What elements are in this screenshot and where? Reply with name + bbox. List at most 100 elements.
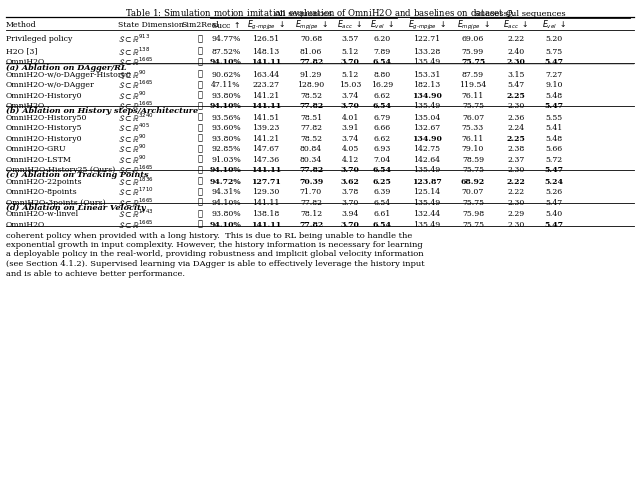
Text: $E_{mpjpe}$ $\downarrow$: $E_{mpjpe}$ $\downarrow$: [456, 19, 490, 32]
Text: 94.77%: 94.77%: [211, 35, 241, 43]
Text: 47.11%: 47.11%: [211, 81, 241, 89]
Text: 77.82: 77.82: [299, 58, 323, 66]
Text: 6.54: 6.54: [372, 58, 392, 66]
Text: ✓: ✓: [197, 134, 203, 142]
Text: 87.52%: 87.52%: [211, 47, 241, 55]
Text: 2.36: 2.36: [508, 113, 525, 121]
Text: $\mathcal{S} \subset \mathbb{R}^{1665}$: $\mathcal{S} \subset \mathbb{R}^{1665}$: [118, 218, 154, 231]
Text: 75.33: 75.33: [462, 124, 484, 132]
Text: $\mathcal{S} \subset \mathbb{R}^{3240}$: $\mathcal{S} \subset \mathbb{R}^{3240}$: [118, 111, 154, 124]
Text: 4.05: 4.05: [341, 145, 358, 153]
Text: 125.14: 125.14: [413, 188, 440, 196]
Text: $\mathcal{S} \subset \mathbb{R}^{405}$: $\mathcal{S} \subset \mathbb{R}^{405}$: [118, 122, 150, 134]
Text: $E_{vel}$ $\downarrow$: $E_{vel}$ $\downarrow$: [542, 19, 566, 31]
Text: 5.41: 5.41: [545, 124, 563, 132]
Text: 94.10%: 94.10%: [210, 58, 242, 66]
Text: 77.82: 77.82: [300, 198, 322, 206]
Text: 134.90: 134.90: [412, 91, 442, 99]
Text: $\mathcal{S} \subset \mathbb{R}^{1665}$: $\mathcal{S} \subset \mathbb{R}^{1665}$: [118, 164, 154, 176]
Text: 141.11: 141.11: [251, 102, 281, 110]
Text: 5.47: 5.47: [545, 166, 563, 174]
Text: 141.11: 141.11: [252, 198, 280, 206]
Text: 5.24: 5.24: [545, 177, 563, 185]
Text: 5.20: 5.20: [545, 35, 563, 43]
Text: $E_{\mathit{g}\text{-}mpjpe}$ $\downarrow$: $E_{\mathit{g}\text{-}mpjpe}$ $\downarro…: [247, 19, 285, 32]
Text: $\mathcal{S} \subset \mathbb{R}^{138}$: $\mathcal{S} \subset \mathbb{R}^{138}$: [118, 45, 150, 58]
Text: 5.48: 5.48: [545, 91, 563, 99]
Text: ✗: ✗: [197, 70, 203, 78]
Text: 93.60%: 93.60%: [211, 124, 241, 132]
Text: 94.10%: 94.10%: [210, 166, 242, 174]
Text: 2.25: 2.25: [507, 134, 525, 142]
Text: 5.12: 5.12: [341, 70, 358, 78]
Text: 68.92: 68.92: [461, 177, 485, 185]
Text: ✓: ✓: [197, 198, 203, 206]
Text: 119.54: 119.54: [460, 81, 486, 89]
Text: 6.39: 6.39: [373, 188, 390, 196]
Text: 2.30: 2.30: [508, 166, 525, 174]
Text: 80.84: 80.84: [300, 145, 322, 153]
Text: (a) Ablation on DAgger/RL: (a) Ablation on DAgger/RL: [6, 64, 127, 72]
Text: 3.15: 3.15: [508, 70, 525, 78]
Text: 76.11: 76.11: [462, 134, 484, 142]
Text: $E_{acc}$ $\downarrow$: $E_{acc}$ $\downarrow$: [337, 19, 363, 31]
Text: 5.47: 5.47: [545, 220, 563, 228]
Text: 93.80%: 93.80%: [211, 91, 241, 99]
Text: 70.07: 70.07: [462, 188, 484, 196]
Text: 77.82: 77.82: [300, 124, 322, 132]
Text: 135.04: 135.04: [413, 113, 440, 121]
Text: 142.64: 142.64: [413, 155, 440, 163]
Text: 141.11: 141.11: [251, 220, 281, 228]
Text: 6.20: 6.20: [373, 35, 390, 43]
Text: 6.62: 6.62: [373, 134, 390, 142]
Text: OmniH2O-22points: OmniH2O-22points: [6, 177, 83, 185]
Text: 5.66: 5.66: [545, 145, 563, 153]
Text: 139.23: 139.23: [252, 124, 280, 132]
Text: 94.72%: 94.72%: [210, 177, 242, 185]
Text: $\mathcal{S} \subset \mathbb{R}^{90}$: $\mathcal{S} \subset \mathbb{R}^{90}$: [118, 153, 147, 166]
Text: (d) Ablation on Linear Velocity: (d) Ablation on Linear Velocity: [6, 204, 146, 212]
Text: OmniH2O-8points: OmniH2O-8points: [6, 188, 77, 196]
Text: 3.78: 3.78: [341, 188, 358, 196]
Text: OmniH2O-History50: OmniH2O-History50: [6, 113, 88, 121]
Text: 93.80%: 93.80%: [211, 210, 241, 218]
Text: 141.21: 141.21: [252, 91, 280, 99]
Text: 128.90: 128.90: [298, 81, 324, 89]
Text: 223.27: 223.27: [253, 81, 280, 89]
Text: (see Section 4.1.2). Supervised learning via DAgger is able to effectively lever: (see Section 4.1.2). Supervised learning…: [6, 260, 424, 268]
Text: 2.25: 2.25: [507, 91, 525, 99]
Text: exponential growth in input complexity. However, the history information is nece: exponential growth in input complexity. …: [6, 241, 423, 249]
Text: 3.70: 3.70: [340, 102, 360, 110]
Text: 135.49: 135.49: [413, 58, 440, 66]
Text: 6.54: 6.54: [372, 166, 392, 174]
Text: 2.30: 2.30: [508, 102, 525, 110]
Text: 163.44: 163.44: [252, 70, 280, 78]
Text: 92.85%: 92.85%: [211, 145, 241, 153]
Text: 135.49: 135.49: [413, 166, 440, 174]
Text: 5.75: 5.75: [545, 47, 563, 55]
Text: ✓: ✓: [197, 220, 203, 228]
Text: OmniH2O-History0: OmniH2O-History0: [6, 134, 83, 142]
Text: 5.40: 5.40: [545, 210, 563, 218]
Text: 132.67: 132.67: [413, 124, 440, 132]
Text: 2.30: 2.30: [508, 198, 525, 206]
Text: 6.54: 6.54: [373, 198, 390, 206]
Text: $\mathcal{S} \subset \mathbb{R}^{1743}$: $\mathcal{S} \subset \mathbb{R}^{1743}$: [118, 208, 154, 220]
Text: $\mathcal{S} \subset \mathbb{R}^{1665}$: $\mathcal{S} \subset \mathbb{R}^{1665}$: [118, 79, 154, 91]
Text: 6.54: 6.54: [372, 220, 392, 228]
Text: OmniH2O-History25 (Ours): OmniH2O-History25 (Ours): [6, 166, 115, 174]
Text: 91.03%: 91.03%: [211, 155, 241, 163]
Text: 182.13: 182.13: [413, 81, 440, 89]
Text: $\mathcal{S} \subset \mathbb{R}^{1836}$: $\mathcal{S} \subset \mathbb{R}^{1836}$: [118, 175, 154, 188]
Text: $E_{acc}$ $\downarrow$: $E_{acc}$ $\downarrow$: [504, 19, 529, 31]
Text: 2.22: 2.22: [508, 35, 525, 43]
Text: 6.62: 6.62: [373, 91, 390, 99]
Text: 126.51: 126.51: [252, 35, 280, 43]
Text: 78.52: 78.52: [300, 91, 322, 99]
Text: All sequences: All sequences: [275, 10, 333, 18]
Text: 7.27: 7.27: [545, 70, 563, 78]
Text: 135.49: 135.49: [413, 220, 440, 228]
Text: 94.10%: 94.10%: [210, 102, 242, 110]
Text: $\mathcal{S} \subset \mathbb{R}^{1665}$: $\mathcal{S} \subset \mathbb{R}^{1665}$: [118, 56, 154, 68]
Text: OmniH2O-w/o-DAgger-History0: OmniH2O-w/o-DAgger-History0: [6, 70, 132, 78]
